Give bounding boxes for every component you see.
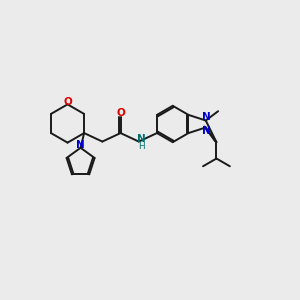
- Text: O: O: [116, 108, 125, 118]
- Text: O: O: [63, 97, 72, 107]
- Text: N: N: [137, 134, 146, 144]
- Text: H: H: [138, 142, 145, 151]
- Text: N: N: [76, 140, 85, 150]
- Text: N: N: [202, 112, 211, 122]
- Text: N: N: [202, 126, 211, 136]
